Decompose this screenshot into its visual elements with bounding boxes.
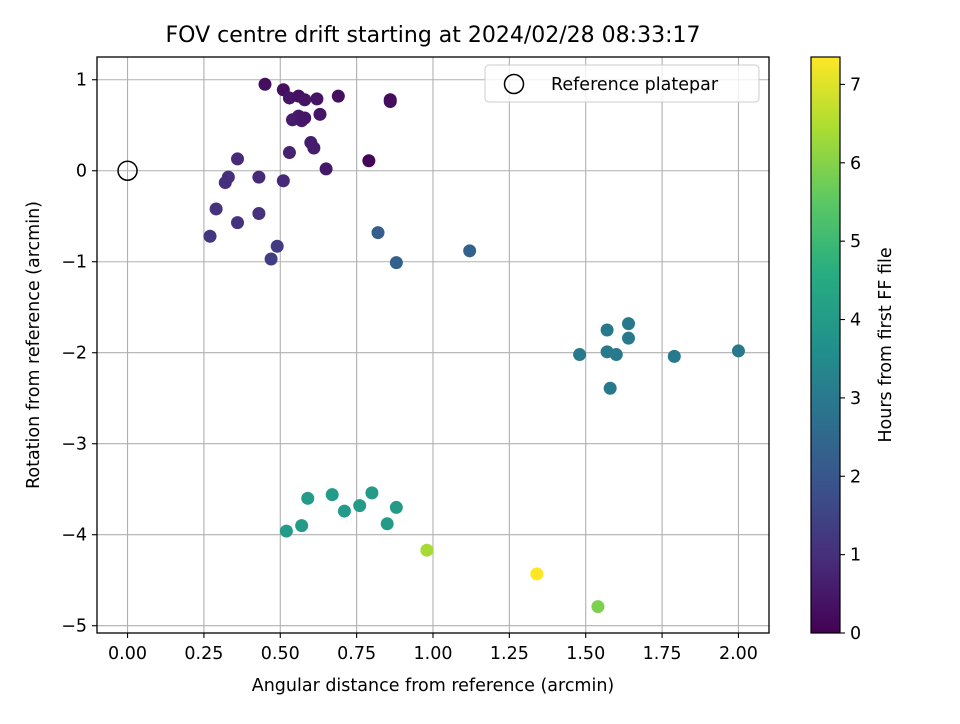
x-tick-label: 2.00 <box>719 644 758 664</box>
colorbar-tick-label: 7 <box>850 75 861 95</box>
data-point <box>591 600 605 614</box>
data-point <box>231 152 245 166</box>
data-point <box>231 216 245 230</box>
data-point <box>282 146 296 160</box>
x-axis-ticks: 0.00 0.25 0.50 0.75 1.00 1.25 1.50 1.75 2.00 <box>108 633 758 664</box>
data-point <box>298 111 312 125</box>
data-point <box>353 499 367 513</box>
colorbar-tick-label: 4 <box>850 311 861 331</box>
data-point <box>420 543 434 557</box>
data-point <box>463 244 477 258</box>
data-point <box>307 141 321 155</box>
colorbar-tick-label: 6 <box>850 154 861 174</box>
data-point <box>530 567 544 581</box>
data-point <box>258 77 272 91</box>
legend-box <box>484 64 760 103</box>
x-axis-label: Angular distance from reference (arcmin) <box>252 676 615 696</box>
data-point <box>279 524 293 538</box>
data-point <box>252 170 266 184</box>
reference-platepar-marker <box>117 160 138 181</box>
colorbar-tick-label: 0 <box>850 624 861 644</box>
data-point <box>667 349 681 363</box>
data-point <box>389 256 403 270</box>
x-tick-label: 1.25 <box>490 644 529 664</box>
data-point <box>298 93 312 107</box>
data-point <box>209 202 223 216</box>
y-tick-label: 1 <box>76 71 87 91</box>
data-point <box>310 92 324 106</box>
colorbar-tick-label: 1 <box>850 546 861 566</box>
data-point <box>362 154 376 168</box>
data-point <box>389 500 403 514</box>
data-point <box>252 207 266 221</box>
colorbar-gradient <box>810 56 841 634</box>
y-axis-label: Rotation from reference (arcmin) <box>24 201 44 489</box>
data-point <box>295 519 309 533</box>
data-point <box>331 89 345 103</box>
y-axis-ticks: −5 −4 −3 −2 −1 0 1 <box>61 71 97 637</box>
colorbar-tick-label: 2 <box>850 467 861 487</box>
data-point <box>600 323 614 337</box>
data-point <box>337 504 351 518</box>
data-point <box>319 162 333 176</box>
colorbar-tick-label: 5 <box>850 232 861 252</box>
x-tick-label: 1.75 <box>643 644 682 664</box>
data-points <box>203 77 745 614</box>
data-point <box>380 517 394 531</box>
data-point <box>621 331 635 345</box>
y-tick-label: −5 <box>61 617 87 637</box>
data-point <box>573 348 587 362</box>
data-point <box>603 381 617 395</box>
colorbar-ticks: 0 1 2 3 4 5 6 7 <box>840 75 861 644</box>
y-tick-label: −4 <box>61 526 87 546</box>
legend: Reference platepar <box>484 64 760 103</box>
data-point <box>609 348 623 362</box>
y-tick-label: 0 <box>76 162 87 182</box>
x-tick-label: 0.75 <box>337 644 376 664</box>
y-tick-label: −3 <box>61 435 87 455</box>
data-point <box>731 344 745 358</box>
data-point <box>203 229 217 243</box>
grid-lines <box>97 57 769 633</box>
x-tick-label: 1.00 <box>414 644 453 664</box>
data-point <box>371 226 385 240</box>
colorbar-tick-label: 3 <box>850 389 861 409</box>
y-tick-label: −1 <box>61 253 87 273</box>
data-point <box>621 317 635 331</box>
x-tick-label: 0.25 <box>184 644 223 664</box>
data-point <box>313 107 327 121</box>
data-point <box>301 491 315 505</box>
x-tick-label: 0.00 <box>108 644 147 664</box>
data-point <box>270 239 284 253</box>
x-tick-label: 1.50 <box>566 644 605 664</box>
legend-marker-icon <box>503 73 525 95</box>
data-point <box>264 252 278 266</box>
legend-label: Reference platepar <box>551 75 719 95</box>
data-point <box>383 95 397 109</box>
colorbar-label: Hours from first FF file <box>876 247 896 442</box>
chart-title: FOV centre drift starting at 2024/02/28 … <box>166 23 701 48</box>
y-tick-label: −2 <box>61 344 87 364</box>
data-point <box>276 174 290 188</box>
data-point <box>365 486 379 500</box>
x-tick-label: 0.50 <box>261 644 300 664</box>
data-point <box>325 488 339 502</box>
data-point <box>218 176 232 190</box>
colorbar: 0 1 2 3 4 5 6 7 Hours from first FF file <box>810 56 896 644</box>
